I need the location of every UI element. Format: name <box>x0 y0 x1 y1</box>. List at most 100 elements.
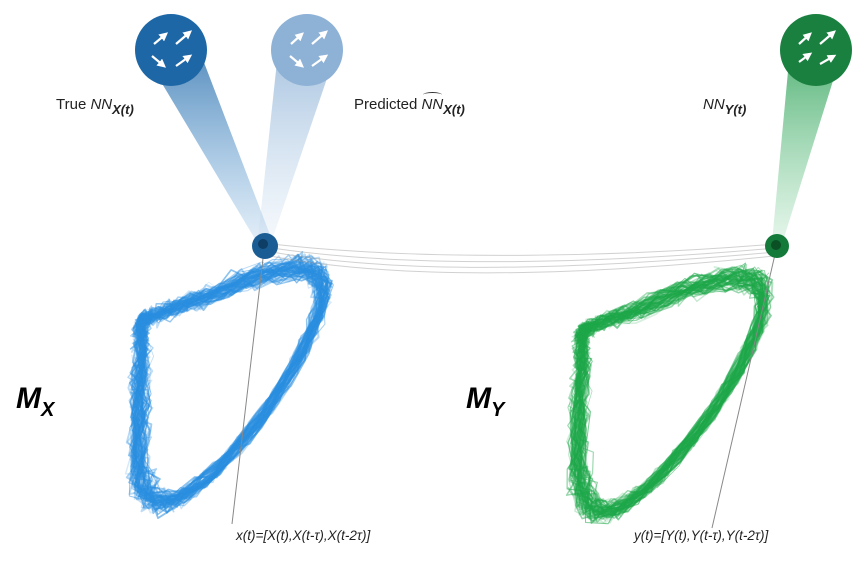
predicted-nn-subscript: X(t) <box>443 102 465 117</box>
manifold-y-symbol: M <box>466 382 491 415</box>
attractor-strand <box>570 271 768 516</box>
attractor-strand <box>570 270 771 514</box>
attractor-strand <box>569 272 769 517</box>
x-leader-line <box>231 249 265 525</box>
attractor-strand <box>133 264 324 510</box>
attractor-strand <box>129 260 334 504</box>
attractor-strand <box>133 264 329 514</box>
attractor-strand <box>137 261 327 504</box>
attractor-strand <box>568 277 769 514</box>
attractor-strand <box>130 253 320 511</box>
attractor-strand <box>130 261 328 507</box>
attractor-strand <box>129 267 330 513</box>
attractor-strand <box>130 269 333 509</box>
attractor-strand <box>569 272 771 515</box>
cross-map-lines <box>269 243 777 274</box>
attractor-strand <box>131 264 332 506</box>
attractor-strand <box>131 261 327 507</box>
attractor-strand <box>130 260 331 509</box>
attractor-strand <box>576 277 772 515</box>
nn-y-subscript: Y(t) <box>724 102 747 117</box>
neighbor-arrows-icon <box>289 30 329 68</box>
neighbor-arrows-icon <box>798 30 837 65</box>
attractor-strand <box>573 269 767 520</box>
attractor-strand <box>131 262 325 510</box>
attractor-strand <box>572 271 768 523</box>
attractor-strand <box>135 266 327 507</box>
true-nn-label: True NNX(t) <box>56 96 134 117</box>
x-delay-embedding-formula: x(t)=[X(t),X(t-τ),X(t-2τ)] <box>236 528 371 543</box>
true-nn-symbol: NN <box>90 96 113 113</box>
attractor-strand <box>570 262 757 516</box>
attractor-strand <box>129 264 329 510</box>
attractor-strand <box>131 265 325 512</box>
attractor-strand <box>131 256 329 506</box>
attractor-strand <box>128 255 326 510</box>
true-nn-prefix: True <box>56 96 91 113</box>
manifold-y-label: MY <box>466 382 504 421</box>
attractor-strand <box>129 254 330 508</box>
attractor-strand <box>131 258 326 506</box>
attractor-strand <box>131 259 329 510</box>
attractor-strand <box>574 273 769 509</box>
manifold-y-attractor <box>565 262 775 525</box>
attractor-strand <box>132 264 330 502</box>
attractor-strand <box>567 282 766 523</box>
attractor-strand <box>572 272 766 524</box>
attractor-strand <box>571 270 774 513</box>
attractor-strand <box>124 261 332 511</box>
attractor-strand <box>134 265 328 510</box>
attractor-strand <box>129 272 331 519</box>
attractor-strand <box>571 277 764 520</box>
manifold-x-label: MX <box>16 382 54 421</box>
attractor-strand <box>577 268 770 518</box>
attractor-strand <box>130 253 329 504</box>
true-nn-disk <box>135 14 207 86</box>
attractor-strand <box>129 263 331 504</box>
manifold-x-symbol: M <box>16 382 41 415</box>
attractor-strand <box>571 274 762 516</box>
attractor-strand <box>573 276 767 516</box>
attractor-strand <box>132 261 326 507</box>
nn-y-label: NNY(t) <box>703 96 746 117</box>
predicted-nn-disk <box>271 14 343 86</box>
attractor-strand <box>567 269 765 521</box>
y-delay-embedding-formula: y(t)=[Y(t),Y(t-τ),Y(t-2τ)] <box>634 528 769 543</box>
predicted-nn-beam <box>258 52 336 240</box>
attractor-strand <box>569 269 770 513</box>
attractor-strand <box>129 265 329 509</box>
predicted-nn-prefix: Predicted <box>354 96 422 113</box>
attractor-strand <box>131 261 322 514</box>
true-nn-subscript: X(t) <box>112 102 134 117</box>
attractor-strand <box>575 274 762 515</box>
y-leader-line <box>711 249 777 529</box>
neighbor-arrows-icon <box>151 30 193 68</box>
attractor-strand <box>135 265 326 515</box>
attractor-strand <box>577 270 771 517</box>
attractor-strand <box>566 274 770 525</box>
attractor-strand <box>128 261 333 503</box>
attractor-strand <box>133 260 326 507</box>
nn-y-beam <box>772 50 842 244</box>
nn-y-symbol: NN <box>703 96 725 113</box>
attractor-strand <box>572 273 770 516</box>
attractor-strand <box>573 274 765 518</box>
manifold-y-subscript: Y <box>491 399 505 421</box>
attractor-strand <box>571 275 763 520</box>
attractor-strand <box>575 281 765 513</box>
attractor-strand <box>567 276 766 516</box>
predicted-nn-symbol: NN <box>421 92 444 113</box>
attractor-strand <box>574 275 765 523</box>
predicted-nn-label: Predicted NNX(t) <box>354 92 465 117</box>
attractor-strand <box>571 273 768 521</box>
attractor-strand <box>132 262 323 509</box>
attractor-strand <box>128 257 330 504</box>
attractor-strand <box>571 272 764 519</box>
attractor-strand <box>571 269 765 518</box>
attractor-strand <box>570 274 769 517</box>
attractor-strand <box>569 274 764 518</box>
true-nn-beam <box>142 50 272 244</box>
manifold-x-attractor <box>124 250 334 519</box>
attractor-strand <box>569 277 763 520</box>
